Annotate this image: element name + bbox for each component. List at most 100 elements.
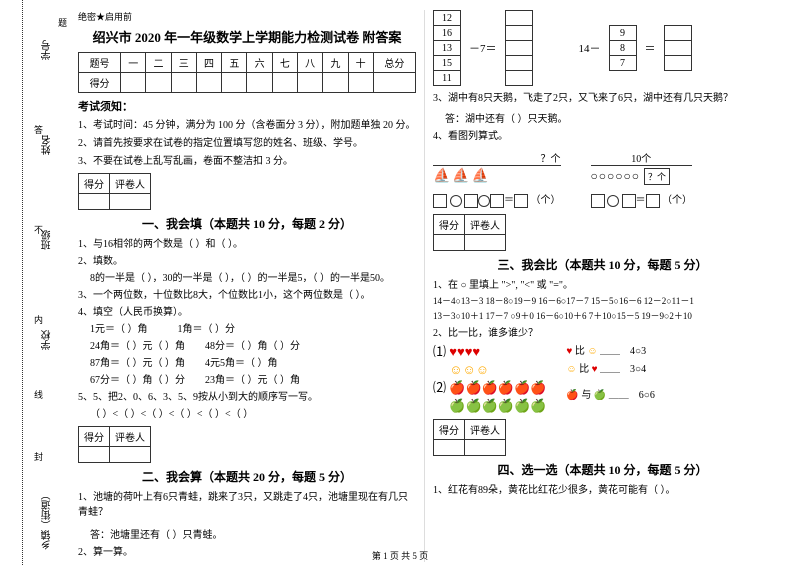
- edge-text-3: 内: [32, 315, 45, 324]
- q1-4row2: 24角＝（ ）元（ ）角 48分＝（ ）角（ ）分: [78, 339, 416, 354]
- q3b-line2: 13－3○10＋1 17－7 ○9＋0 16－6○10＋6 7＋10○15－5 …: [433, 310, 772, 324]
- q4-1: 1、红花有89朵，黄花比红花少很多，黄花可能有（ ）。: [433, 483, 772, 498]
- label-q: ？个: [433, 150, 561, 165]
- label-student-id: 学号: [40, 40, 55, 60]
- mini-score-4: 得分评卷人: [433, 419, 506, 456]
- eq-14: 14－: [579, 40, 601, 56]
- section-4-title: 四、选一选（本题共 10 分，每题 5 分）: [433, 461, 772, 478]
- mini-score-1: 得分评卷人: [78, 173, 151, 210]
- th-3: 三: [171, 53, 196, 73]
- exam-title: 绍兴市 2020 年一年级数学上学期能力检测试卷 附答案: [78, 27, 416, 46]
- edge-text-2: 不: [32, 225, 45, 234]
- main-content: 绝密★启用前 绍兴市 2020 年一年级数学上学期能力检测试卷 附答案 题号 一…: [70, 10, 790, 562]
- section-3-title: 三、我会比（本题共 10 分，每题 5 分）: [433, 256, 772, 273]
- compare-diagram: ⑴ ♥♥♥♥ ☺☺☺ ⑵ 🍎🍎🍎🍎🍎🍎 🍏🍏🍏🍏🍏🍏 ♥ 比 ☺ ＿＿ 4○3 …: [433, 343, 772, 416]
- q3b-1: 1、在 ○ 里填上 ">", "<" 或 "="。: [433, 278, 772, 293]
- th-1: 一: [121, 53, 146, 73]
- q1-4: 4、填空（人民币换算）。: [78, 305, 416, 320]
- q2-1a: 答：池塘里还有（ ）只青蛙。: [78, 528, 416, 543]
- box-12: 12: [433, 10, 461, 26]
- box-15: 15: [433, 55, 461, 71]
- score-header-row: 题号 一 二 三 四 五 六 七 八 九 十 总分: [79, 53, 416, 73]
- box-9: 9: [609, 25, 637, 41]
- label-10: 10个: [591, 150, 693, 165]
- ship-icons: ⛵⛵⛵: [433, 169, 491, 184]
- score-value-row: 得分: [79, 73, 416, 93]
- q3b-2: 2、比一比，谁多谁少？: [433, 326, 772, 341]
- box-q: ？个: [644, 168, 670, 185]
- box-13: 13: [433, 40, 461, 56]
- q1-5: 5、5、把2、0、6、3、5、9按从小到大的顺序写一写。: [78, 390, 416, 405]
- apple-red-icons: 🍎🍎🍎🍎🍎🍎: [449, 380, 546, 395]
- box-equation-row: 12 16 13 15 11 －7＝ 14－ 9 8 7 ＝: [433, 10, 772, 85]
- notice-2: 2、请首先按要求在试卷的指定位置填写您的姓名、班级、学号。: [78, 136, 416, 151]
- mini-score-3: 得分评卷人: [433, 214, 506, 251]
- th-7: 七: [272, 53, 297, 73]
- box-16: 16: [433, 25, 461, 41]
- page-footer: 第 1 页 共 5 页: [0, 549, 800, 562]
- diagram-row: ？个 ⛵⛵⛵ ＝ （个） 10个 ○○○○○○ ？个 ＝ （个）: [433, 150, 772, 208]
- smile-icons: ☺☺☺: [449, 362, 489, 377]
- th-9: 九: [323, 53, 348, 73]
- box-col-4: [664, 25, 692, 70]
- section-2-title: 二、我会算（本题共 20 分，每题 5 分）: [78, 468, 416, 485]
- eq-line-1: ＝ （个）: [433, 191, 561, 208]
- label-school: 学校: [40, 330, 55, 350]
- th-2: 二: [146, 53, 171, 73]
- edge-text-4: 线: [32, 390, 45, 399]
- label-township: 乡镇（街道）: [40, 490, 55, 550]
- score-row-label: 得分: [79, 73, 121, 93]
- box-col-3: 9 8 7: [609, 25, 637, 70]
- th-10: 十: [348, 53, 373, 73]
- apple-green-icons: 🍏🍏🍏🍏🍏🍏: [449, 398, 546, 413]
- notice-3: 3、不要在试卷上乱写乱画，卷面不整洁扣 3 分。: [78, 154, 416, 169]
- q3-ans: 答：湖中还有（ ）只天鹅。: [433, 112, 772, 127]
- edge-text-5: 封: [32, 452, 45, 461]
- hearts-block: ⑴ ♥♥♥♥ ☺☺☺ ⑵ 🍎🍎🍎🍎🍎🍎 🍏🍏🍏🍏🍏🍏: [433, 343, 546, 416]
- th-8: 八: [297, 53, 322, 73]
- box-col-1: 12 16 13 15 11: [433, 10, 461, 85]
- mini-c1: 得分: [79, 174, 110, 194]
- edge-text-1: 答: [32, 125, 45, 134]
- q1-2: 2、填数。: [78, 254, 416, 269]
- q2-1: 1、池塘的荷叶上有6只青蛙，跳来了3只，又跳走了4只，池塘里现在有几只青蛙？: [78, 490, 416, 520]
- q1-4row4: 67分＝（ ）角（ ）分 23角＝（ ）元（ ）角: [78, 373, 416, 388]
- score-table: 题号 一 二 三 四 五 六 七 八 九 十 总分 得分: [78, 52, 416, 93]
- q1-4row1: 1元＝（ ）角 1角＝（ ）分: [78, 322, 416, 337]
- th-0: 题号: [79, 53, 121, 73]
- eq-line-2: ＝ （个）: [591, 191, 693, 208]
- label-name: 姓名: [40, 135, 55, 155]
- section-1-title: 一、我会填（本题共 10 分，每题 2 分）: [78, 215, 416, 232]
- mini-score-2: 得分评卷人: [78, 426, 151, 463]
- q1-2a: 8的一半是（ ），30的一半是（ ），（ ）的一半是5，（ ）的一半是50。: [78, 271, 416, 286]
- th-4: 四: [196, 53, 221, 73]
- q1-3: 3、一个两位数，十位数比8大，个位数比1小，这个两位数是（ ）。: [78, 288, 416, 303]
- mini-c2: 评卷人: [110, 174, 151, 194]
- q3-4: 4、看图列算式。: [433, 129, 772, 144]
- diagram-circles: 10个 ○○○○○○ ？个 ＝ （个）: [591, 150, 693, 208]
- th-11: 总分: [373, 53, 415, 73]
- box-col-2: [505, 10, 533, 85]
- diagram-ships: ？个 ⛵⛵⛵ ＝ （个）: [433, 150, 561, 208]
- right-column: 12 16 13 15 11 －7＝ 14－ 9 8 7 ＝ 3、湖中有8只天鹅…: [425, 10, 780, 562]
- th-6: 六: [247, 53, 272, 73]
- binding-sidebar: 学号 姓名 班级 学校 乡镇（街道） 答 不 内 线 封 题: [0, 0, 60, 565]
- q1-4row3: 87角＝（ ）元（ ）角 4元5角＝（ ）角: [78, 356, 416, 371]
- dotted-fold-line: [22, 0, 23, 565]
- box-8: 8: [609, 40, 637, 56]
- left-column: 绝密★启用前 绍兴市 2020 年一年级数学上学期能力检测试卷 附答案 题号 一…: [70, 10, 425, 562]
- th-5: 五: [222, 53, 247, 73]
- q3-intro: 3、湖中有8只天鹅，飞走了2只，又飞来了6只，湖中还有几只天鹅？: [433, 91, 772, 106]
- secret-label: 绝密★启用前: [78, 10, 416, 23]
- minus-7: －7＝: [469, 40, 497, 56]
- circle-icons: ○○○○○○: [591, 169, 641, 184]
- q1-5a: （ ）<（ ）<（ ）<（ ）<（ ）<（ ）: [78, 407, 416, 422]
- notice-title: 考试须知：: [78, 98, 416, 114]
- eq-sign: ＝: [645, 40, 656, 56]
- vert-ti: 题: [56, 18, 69, 27]
- notice-1: 1、考试时间：45 分钟，满分为 100 分（含卷面分 3 分），附加题单独 2…: [78, 118, 416, 133]
- q3b-line1: 14－4○13－3 18－8○19－9 16－6○17－7 15－5○16－6 …: [433, 295, 772, 309]
- box-11: 11: [433, 70, 461, 86]
- compare-answers: ♥ 比 ☺ ＿＿ 4○3 ☺ 比 ♥ ＿＿ 3○4 🍎 与 🍏 ＿＿ 6○6: [566, 343, 654, 405]
- q1-1: 1、与16相邻的两个数是（ ）和（ ）。: [78, 237, 416, 252]
